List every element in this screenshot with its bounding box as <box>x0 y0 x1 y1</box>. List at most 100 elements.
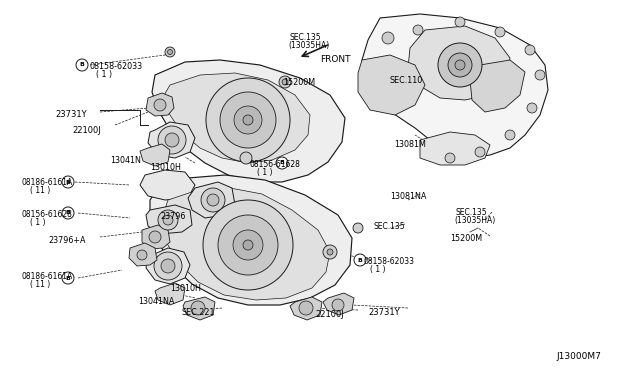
Text: SEC.135: SEC.135 <box>456 208 488 217</box>
Polygon shape <box>188 182 235 218</box>
Text: 13041NA: 13041NA <box>138 297 174 306</box>
Circle shape <box>163 215 173 225</box>
Circle shape <box>448 53 472 77</box>
Circle shape <box>455 17 465 27</box>
Circle shape <box>201 188 225 212</box>
Text: 08158-62033: 08158-62033 <box>363 257 414 266</box>
Text: B: B <box>79 62 84 67</box>
Polygon shape <box>155 283 185 305</box>
Text: 13081M: 13081M <box>394 140 426 149</box>
Text: 08156-61628: 08156-61628 <box>22 210 73 219</box>
Text: 13041N: 13041N <box>110 156 141 165</box>
Circle shape <box>299 301 313 315</box>
Circle shape <box>76 59 88 71</box>
Circle shape <box>353 223 363 233</box>
Text: ( 11 ): ( 11 ) <box>30 186 51 195</box>
Text: 13010H: 13010H <box>170 284 201 293</box>
Text: 15200M: 15200M <box>450 234 482 243</box>
Text: SEC.135: SEC.135 <box>290 33 322 42</box>
Polygon shape <box>470 60 525 112</box>
Circle shape <box>445 153 455 163</box>
Text: SEC.135: SEC.135 <box>373 222 404 231</box>
Circle shape <box>154 99 166 111</box>
Polygon shape <box>183 297 215 320</box>
Circle shape <box>158 126 186 154</box>
Polygon shape <box>142 225 170 249</box>
Polygon shape <box>408 26 510 100</box>
Polygon shape <box>323 293 354 315</box>
Circle shape <box>382 32 394 44</box>
Circle shape <box>455 60 465 70</box>
Circle shape <box>475 147 485 157</box>
Polygon shape <box>148 122 195 158</box>
Circle shape <box>282 79 288 85</box>
Polygon shape <box>420 132 490 165</box>
Polygon shape <box>162 188 330 300</box>
Circle shape <box>535 70 545 80</box>
Text: 15200M: 15200M <box>283 78 315 87</box>
Circle shape <box>206 78 290 162</box>
Text: ( 1 ): ( 1 ) <box>257 168 273 177</box>
Polygon shape <box>163 73 310 163</box>
Circle shape <box>233 230 263 260</box>
Text: B: B <box>65 180 70 185</box>
Circle shape <box>161 259 175 273</box>
Polygon shape <box>358 55 425 115</box>
Polygon shape <box>150 175 352 305</box>
Circle shape <box>62 176 74 188</box>
Circle shape <box>154 252 182 280</box>
Text: ( 1 ): ( 1 ) <box>370 265 385 274</box>
Circle shape <box>218 215 278 275</box>
Text: 23796+A: 23796+A <box>48 236 86 245</box>
Circle shape <box>413 25 423 35</box>
Circle shape <box>234 106 262 134</box>
Text: 08186-6161A: 08186-6161A <box>22 272 73 281</box>
Circle shape <box>203 200 293 290</box>
Circle shape <box>149 231 161 243</box>
Circle shape <box>165 133 179 147</box>
Text: 22100J: 22100J <box>72 126 100 135</box>
Text: FRONT: FRONT <box>320 55 351 64</box>
Polygon shape <box>362 14 548 158</box>
Circle shape <box>158 210 178 230</box>
Text: B: B <box>358 257 362 263</box>
Text: ( 1 ): ( 1 ) <box>96 70 112 79</box>
Polygon shape <box>140 144 170 166</box>
Circle shape <box>505 130 515 140</box>
Circle shape <box>62 207 74 219</box>
Circle shape <box>165 47 175 57</box>
Polygon shape <box>140 170 195 200</box>
Text: 23731Y: 23731Y <box>55 110 86 119</box>
Circle shape <box>527 103 537 113</box>
Text: 08158-62033: 08158-62033 <box>89 62 142 71</box>
Circle shape <box>243 240 253 250</box>
Circle shape <box>279 76 291 88</box>
Text: 13010H: 13010H <box>150 163 181 172</box>
Circle shape <box>323 245 337 259</box>
Polygon shape <box>290 297 322 320</box>
Text: SEC.221: SEC.221 <box>182 308 216 317</box>
Text: 23796: 23796 <box>160 212 186 221</box>
Text: 08156-61628: 08156-61628 <box>250 160 301 169</box>
Circle shape <box>438 43 482 87</box>
Polygon shape <box>146 93 174 116</box>
Circle shape <box>354 254 366 266</box>
Text: ( 1 ): ( 1 ) <box>30 218 45 227</box>
Text: 22100J: 22100J <box>315 310 344 319</box>
Circle shape <box>220 92 276 148</box>
Circle shape <box>191 301 205 315</box>
Polygon shape <box>146 248 190 284</box>
Text: J13000M7: J13000M7 <box>556 352 601 361</box>
Text: B: B <box>65 211 70 215</box>
Text: (13035HA): (13035HA) <box>454 216 495 225</box>
Text: 13081NA: 13081NA <box>390 192 426 201</box>
Circle shape <box>62 272 74 284</box>
Circle shape <box>525 45 535 55</box>
Text: (13035HA): (13035HA) <box>288 41 329 50</box>
Text: 08186-6161A: 08186-6161A <box>22 178 73 187</box>
Circle shape <box>240 152 252 164</box>
Polygon shape <box>152 60 345 182</box>
Circle shape <box>327 249 333 255</box>
Text: B: B <box>280 160 284 166</box>
Text: 23731Y: 23731Y <box>368 308 399 317</box>
